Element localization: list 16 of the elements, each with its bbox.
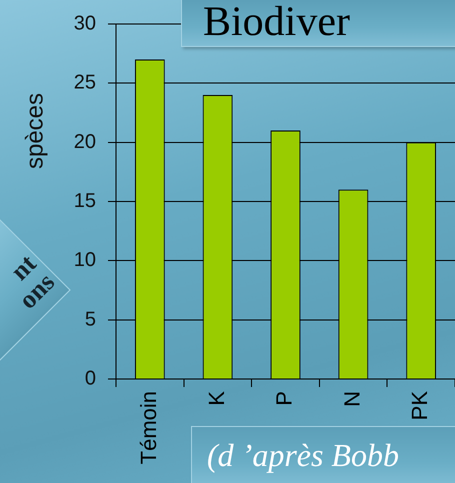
y-tick-label: 0 xyxy=(84,368,96,390)
x-tick-label: PK xyxy=(407,390,432,420)
x-tick-label: K xyxy=(204,390,229,406)
y-tick-label: 10 xyxy=(74,249,96,272)
x-tick-label: P xyxy=(272,391,297,406)
tilted-panel: nt ons xyxy=(0,219,71,361)
chart-title: Biodiver xyxy=(203,0,350,45)
text: (d ’après Bobb xyxy=(207,437,399,473)
y-tick-label: 30 xyxy=(74,12,96,35)
x-tick-label: N xyxy=(339,391,364,407)
y-tick-label: 5 xyxy=(84,308,96,330)
y-axis-title: spèces xyxy=(22,92,49,170)
y-tick-label: 25 xyxy=(74,72,96,94)
y-tick-label: 20 xyxy=(74,130,96,153)
x-tick-label: Témoin xyxy=(136,391,161,464)
y-tick-label: 15 xyxy=(74,190,96,212)
